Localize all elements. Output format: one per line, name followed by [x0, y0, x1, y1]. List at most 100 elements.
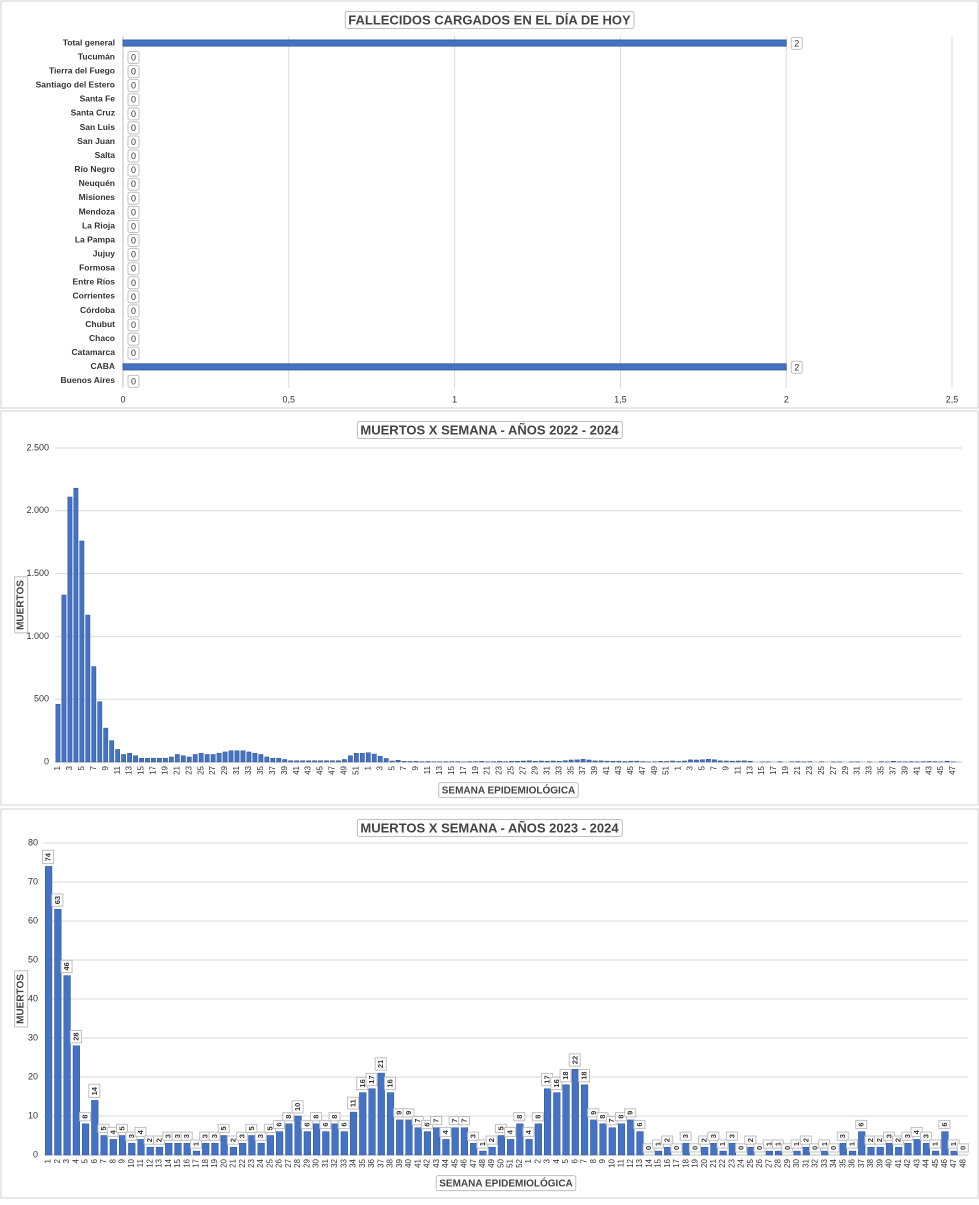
- bar: [104, 728, 108, 762]
- data-label: 0: [131, 348, 136, 358]
- bar: [151, 758, 155, 762]
- bar: [670, 761, 674, 762]
- bar: [318, 761, 322, 762]
- data-label: 2: [866, 1138, 875, 1142]
- bar: [86, 615, 90, 762]
- x-tick-label: 12: [626, 1158, 635, 1167]
- bar: [342, 759, 346, 762]
- bar: [276, 1132, 283, 1155]
- x-tick-label: 32: [811, 1158, 820, 1167]
- data-label: 2: [746, 1138, 755, 1142]
- x-axis-title: SEMANA EPIDEMIOLÓGICA: [439, 1177, 573, 1190]
- data-label: 0: [131, 67, 136, 77]
- data-label: 0: [811, 1146, 820, 1150]
- data-label: 8: [616, 1115, 625, 1119]
- data-label: 1: [847, 1142, 856, 1146]
- x-tick-label: 2,5: [946, 394, 959, 404]
- x-tick-label: 26: [755, 1158, 764, 1167]
- y-tick-label: Formosa: [79, 263, 115, 273]
- data-label: 1: [949, 1142, 958, 1146]
- x-tick-label: 37: [888, 765, 897, 774]
- x-tick-label: 33: [820, 1158, 829, 1167]
- bar: [706, 759, 710, 762]
- x-tick-label: 7: [399, 765, 408, 770]
- bar: [116, 749, 120, 762]
- bar: [163, 758, 167, 762]
- y-tick-label: 500: [34, 694, 49, 704]
- bar: [535, 1124, 542, 1155]
- bar: [452, 1128, 459, 1155]
- bar: [858, 1132, 865, 1155]
- data-label: 1: [478, 1142, 487, 1146]
- bar: [497, 761, 501, 762]
- bar: [712, 760, 716, 762]
- data-label: 9: [626, 1111, 635, 1115]
- bar: [694, 760, 698, 762]
- bar: [360, 753, 364, 762]
- bar: [664, 1147, 671, 1155]
- x-tick-label: 49: [487, 1158, 496, 1167]
- data-label: 0: [131, 165, 136, 175]
- y-tick-label: Salta: [95, 150, 116, 160]
- data-label: 0: [131, 306, 136, 316]
- data-label: 5: [118, 1126, 127, 1130]
- x-tick-label: 15: [447, 765, 456, 774]
- y-tick-label: 60: [28, 915, 38, 925]
- bar: [235, 751, 239, 762]
- data-label: 1: [792, 1142, 801, 1146]
- bar: [803, 1147, 810, 1155]
- data-label: 0: [131, 292, 136, 302]
- x-tick-label: 1: [524, 1158, 533, 1163]
- bar: [175, 1143, 182, 1155]
- bar: [64, 976, 71, 1155]
- x-tick-label: 28: [293, 1158, 302, 1167]
- x-tick-label: 45: [450, 1158, 459, 1167]
- x-tick-label: 11: [136, 1158, 145, 1167]
- y-tick-label: San Juan: [77, 136, 115, 146]
- x-tick-label: 9: [598, 1158, 607, 1163]
- x-tick-label: 21: [172, 765, 181, 774]
- y-tick-label: Córdoba: [80, 305, 115, 315]
- x-tick-label: 27: [284, 1158, 293, 1167]
- x-tick-label: 45: [316, 765, 325, 774]
- data-label: 3: [127, 1134, 136, 1138]
- x-tick-label: 25: [746, 1158, 755, 1167]
- x-tick-label: 51: [506, 1158, 515, 1167]
- bar: [618, 1124, 625, 1155]
- data-label: 8: [533, 1115, 542, 1119]
- x-tick-label: 5: [81, 1158, 90, 1163]
- data-label: 0: [131, 334, 136, 344]
- bar: [378, 756, 382, 762]
- data-label: 9: [404, 1111, 413, 1115]
- data-label: 7: [432, 1119, 441, 1123]
- data-label: 8: [598, 1115, 607, 1119]
- x-tick-label: 23: [805, 765, 814, 774]
- bar: [202, 1143, 209, 1155]
- y-tick-label: La Rioja: [82, 220, 115, 230]
- bar: [557, 761, 561, 762]
- x-tick-label: 47: [469, 1158, 478, 1167]
- y-tick-label: 80: [28, 837, 38, 847]
- bar: [526, 1139, 533, 1155]
- data-label: 5: [219, 1126, 228, 1130]
- bar: [509, 761, 513, 762]
- y-tick-label: Total general: [63, 37, 115, 47]
- x-tick-label: 27: [208, 765, 217, 774]
- bar: [539, 761, 543, 762]
- data-label: 3: [681, 1134, 690, 1138]
- bar: [45, 866, 52, 1155]
- bar: [617, 761, 621, 762]
- bar: [74, 488, 78, 762]
- y-tick-label: Chubut: [85, 319, 115, 329]
- x-tick-label: 1: [53, 765, 62, 770]
- data-label: 6: [940, 1122, 949, 1126]
- x-tick-label: 25: [196, 765, 205, 774]
- bar: [402, 761, 406, 762]
- data-label: 7: [413, 1119, 422, 1123]
- data-label: 63: [53, 896, 62, 904]
- bar: [350, 1112, 357, 1155]
- bar: [945, 761, 949, 762]
- bar: [563, 1085, 570, 1155]
- bar: [623, 761, 627, 762]
- x-tick-label: 35: [566, 765, 575, 774]
